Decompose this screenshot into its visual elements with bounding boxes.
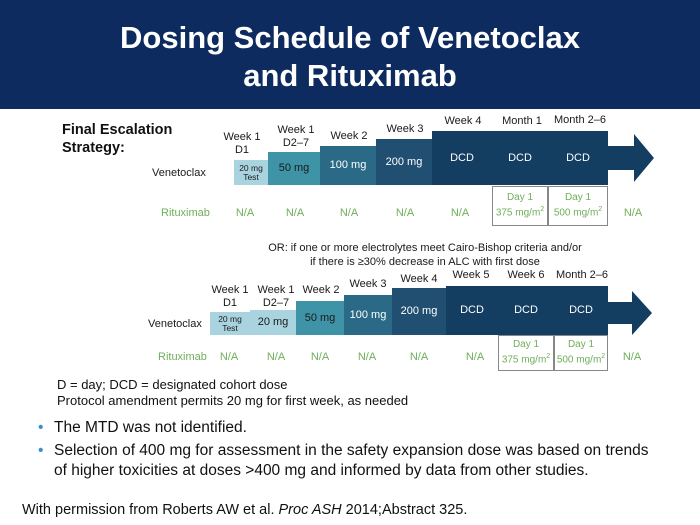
rituximab-na: N/A <box>339 207 359 219</box>
rituximab-na: N/A <box>623 207 643 219</box>
rituximab-dose-box: Day 1 500 mg/m2 <box>548 186 608 226</box>
rituximab-na: N/A <box>465 351 485 363</box>
rituximab-na: N/A <box>266 351 286 363</box>
rituximab-na: N/A <box>235 207 255 219</box>
citation-suffix: 2014;Abstract 325. <box>341 502 468 518</box>
alternative-line-2: if there is ≥30% decrease in ALC with fi… <box>310 256 540 268</box>
dose-box: DCD <box>492 131 548 185</box>
step-label: Week 1 D1 <box>223 131 261 156</box>
dose-box: DCD <box>554 286 608 335</box>
footnote-protocol-amendment: Protocol amendment permits 20 mg for fir… <box>57 393 409 408</box>
rituximab-na: N/A <box>285 207 305 219</box>
venetoclax-row-label: Venetoclax <box>152 167 206 179</box>
step-label: Month 2–6 <box>556 269 608 281</box>
step-label: Week 6 <box>507 269 545 281</box>
dose-box: 20 mg Test <box>210 312 250 335</box>
dose-box: DCD <box>432 131 492 185</box>
dose-box: 50 mg <box>296 301 344 335</box>
step-label: Week 3 <box>349 278 387 290</box>
final-escalation-label: Final Escalation Strategy: <box>62 121 172 157</box>
arrow-right-icon <box>608 291 652 335</box>
dose-box: 100 mg <box>320 146 376 185</box>
rituximab-na: N/A <box>622 351 642 363</box>
step-label: Week 4 <box>400 273 438 285</box>
step-label: Week 2 <box>330 130 368 142</box>
citation-journal: Proc ASH <box>278 502 342 518</box>
dose-box: 200 mg <box>376 139 432 185</box>
rituximab-na: N/A <box>357 351 377 363</box>
bullet-text: Selection of 400 mg for assessment in th… <box>54 442 649 479</box>
title-banner: Dosing Schedule of Venetoclax and Rituxi… <box>0 0 700 109</box>
rituximab-na: N/A <box>395 207 415 219</box>
citation: With permission from Roberts AW et al. P… <box>22 501 467 519</box>
alternative-line-1: OR: if one or more electrolytes meet Cai… <box>268 242 582 254</box>
dose-box: DCD <box>498 286 554 335</box>
rituximab-row-label: Rituximab <box>161 207 210 219</box>
rituximab-dose-box: Day 1 375 mg/m2 <box>492 186 548 226</box>
rituximab-dose-box: Day 1 375 mg/m2 <box>498 335 554 371</box>
step-label: Week 4 <box>444 115 482 127</box>
rituximab-dose-box: Day 1 500 mg/m2 <box>554 335 608 371</box>
dose-box: 20 mg <box>250 310 296 335</box>
step-label: Week 1 D2–7 <box>257 284 295 309</box>
title-line-2: and Rituximab <box>243 58 457 93</box>
venetoclax-row-label: Venetoclax <box>148 318 202 330</box>
title-line-1: Dosing Schedule of Venetoclax <box>120 20 580 55</box>
step-label: Week 3 <box>386 123 424 135</box>
dose-box: 100 mg <box>344 295 392 335</box>
step-label: Week 5 <box>452 269 490 281</box>
rituximab-na: N/A <box>409 351 429 363</box>
step-label: Week 1 D1 <box>211 284 249 309</box>
step-label: Month 2–6 <box>554 114 606 126</box>
dose-box: 50 mg <box>268 152 320 185</box>
step-label: Week 2 <box>302 284 340 296</box>
final-escalation-label-line1: Final Escalation <box>62 122 173 138</box>
dose-box: 20 mg Test <box>234 160 268 185</box>
citation-prefix: With permission from Roberts AW et al. <box>22 502 279 518</box>
rituximab-na: N/A <box>219 351 239 363</box>
dose-box: DCD <box>548 131 608 185</box>
rituximab-row-label: Rituximab <box>158 351 207 363</box>
bullet-icon: • <box>38 442 44 459</box>
rituximab-na: N/A <box>450 207 470 219</box>
arrow-right-icon <box>608 134 654 182</box>
dose-box: 200 mg <box>392 288 446 335</box>
rituximab-na: N/A <box>310 351 330 363</box>
dose-box: DCD <box>446 286 498 335</box>
alternative-condition-text: OR: if one or more electrolytes meet Cai… <box>230 241 620 269</box>
final-escalation-label-line2: Strategy: <box>62 140 125 156</box>
bullet-icon: • <box>38 419 44 436</box>
footnote-abbreviations: D = day; DCD = designated cohort dose <box>57 377 288 392</box>
step-label: Month 1 <box>502 115 542 127</box>
step-label: Week 1 D2–7 <box>277 124 315 149</box>
bullet-text: The MTD was not identified. <box>54 419 247 436</box>
